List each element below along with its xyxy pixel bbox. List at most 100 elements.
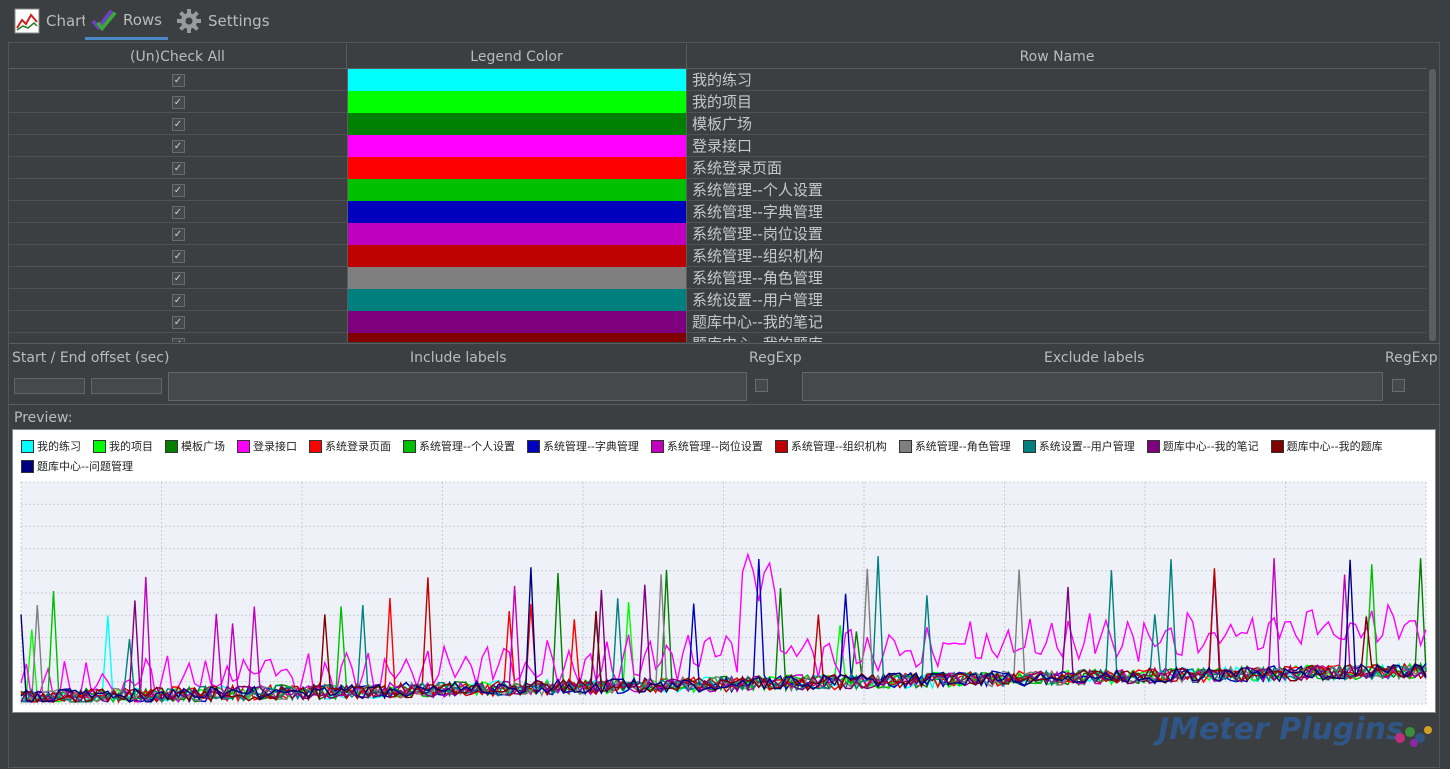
row-checkbox-cell[interactable]: ✓ [9,333,347,342]
legend-color-swatch [347,223,687,245]
legend-swatch [309,439,322,453]
row-checkbox-cell[interactable]: ✓ [9,179,347,201]
legend-item: 题库中心--我的题库 [1270,438,1383,454]
row-name: 题库中心--我的题库 [692,333,823,342]
row-checkbox[interactable]: ✓ [171,95,185,109]
legend-color-swatch [347,157,687,179]
legend-color-swatch [347,69,687,91]
row-name: 题库中心--我的笔记 [692,313,823,331]
legend-color-swatch [347,113,687,135]
offset-label: Start / End offset (sec) [12,350,170,366]
row-checkbox-cell[interactable]: ✓ [9,245,347,267]
legend-item: 题库中心--我的笔记 [1146,438,1259,454]
row-checkbox-cell[interactable]: ✓ [9,113,347,135]
series-line [20,611,1427,704]
row-checkbox-cell[interactable]: ✓ [9,69,347,91]
table-row[interactable]: ✓ 题库中心--我的笔记 [9,311,1427,333]
include-regexp-checkbox[interactable] [755,379,768,392]
row-checkbox[interactable]: ✓ [171,205,185,219]
legend-swatch [1146,439,1160,453]
legend-color-swatch [347,289,687,311]
legend-color-swatch [347,91,687,113]
row-checkbox[interactable]: ✓ [171,293,185,307]
exclude-regexp-checkbox[interactable] [1392,379,1405,392]
row-checkbox-cell[interactable]: ✓ [9,289,347,311]
legend-item: 我的项目 [93,438,153,454]
table-row[interactable]: ✓ 系统管理--字典管理 [9,201,1427,223]
legend-item: 模板广场 [165,438,225,454]
checkmarks-icon [91,9,117,31]
legend-label: 题库中心--我的题库 [1286,440,1383,453]
filter-panel: Start / End offset (sec) Include labels … [9,343,1440,405]
plugins-logo-icon [1395,726,1432,747]
row-name: 系统设置--用户管理 [692,291,823,309]
legend-item: 系统登录页面 [309,438,391,454]
row-checkbox-cell[interactable]: ✓ [9,223,347,245]
tab-bar: Chart Rows Settings [0,0,1450,42]
start-offset-input[interactable] [14,378,85,394]
uncheck-all-header[interactable]: (Un)Check All [9,44,347,69]
legend-item: 系统管理--组织机构 [774,438,887,454]
row-checkbox-cell[interactable]: ✓ [9,267,347,289]
table-scrollbar[interactable] [1427,44,1438,342]
legend-swatch [650,439,664,453]
table-row[interactable]: ✓ 系统登录页面 [9,157,1427,179]
row-checkbox[interactable]: ✓ [171,139,185,153]
table-row[interactable]: ✓ 登录接口 [9,135,1427,157]
exclude-labels-label: Exclude labels [1044,350,1145,366]
row-checkbox[interactable]: ✓ [171,183,185,197]
table-row[interactable]: ✓ 我的项目 [9,91,1427,113]
row-checkbox[interactable]: ✓ [171,315,185,329]
legend-color-swatch [347,311,687,333]
legend-swatch [1270,439,1284,453]
row-name: 我的项目 [692,93,753,111]
table-row[interactable]: ✓ 系统管理--组织机构 [9,245,1427,267]
legend-label: 系统管理--字典管理 [542,440,639,453]
tab-rows-label: Rows [122,10,162,29]
exclude-labels-input[interactable] [802,372,1383,401]
legend-item: 题库中心--问题管理 [21,458,133,474]
row-checkbox-cell[interactable]: ✓ [9,157,347,179]
tab-settings-label: Settings [208,12,270,30]
legend-swatch [21,459,34,473]
legend-swatch [403,439,416,453]
row-checkbox-cell[interactable]: ✓ [9,201,347,223]
legend-label: 我的练习 [37,440,81,453]
legend-item: 我的练习 [21,438,81,454]
legend-swatch [237,439,250,453]
include-labels-input[interactable] [168,372,747,401]
table-row[interactable]: ✓ 系统管理--岗位设置 [9,223,1427,245]
tab-rows[interactable]: Rows [85,2,168,40]
row-name: 我的练习 [692,71,753,89]
tab-settings[interactable]: Settings [170,2,276,40]
legend-item: 系统设置--用户管理 [1022,438,1135,454]
table-row[interactable]: ✓ 系统设置--用户管理 [9,289,1427,311]
row-name-header[interactable]: Row Name [1019,49,1095,65]
table-row[interactable]: ✓ 题库中心--我的题库 [9,333,1427,342]
row-checkbox[interactable]: ✓ [171,117,185,131]
table-row[interactable]: ✓ 系统管理--个人设置 [9,179,1427,201]
legend-color-swatch [347,333,687,342]
legend-color-header[interactable]: Legend Color [347,44,687,69]
tab-chart[interactable]: Chart [8,2,93,40]
row-checkbox[interactable]: ✓ [171,73,185,87]
row-checkbox-cell[interactable]: ✓ [9,311,347,333]
row-checkbox-cell[interactable]: ✓ [9,91,347,113]
legend-label: 模板广场 [181,440,225,453]
series-line [20,559,1427,703]
legend-swatch [93,439,106,453]
preview-label: Preview: [14,410,73,426]
row-checkbox[interactable]: ✓ [171,227,185,241]
row-checkbox[interactable]: ✓ [171,337,185,342]
scrollbar-thumb[interactable] [1429,69,1436,341]
rows-table: (Un)Check All Legend Color Row Name ✓ 我的练… [9,44,1427,342]
end-offset-input[interactable] [91,378,162,394]
row-checkbox-cell[interactable]: ✓ [9,135,347,157]
table-row[interactable]: ✓ 模板广场 [9,113,1427,135]
row-checkbox[interactable]: ✓ [171,271,185,285]
row-checkbox[interactable]: ✓ [171,161,185,175]
table-row[interactable]: ✓ 我的练习 [9,69,1427,91]
row-checkbox[interactable]: ✓ [171,249,185,263]
table-row[interactable]: ✓ 系统管理--角色管理 [9,267,1427,289]
legend-color-swatch [347,245,687,267]
